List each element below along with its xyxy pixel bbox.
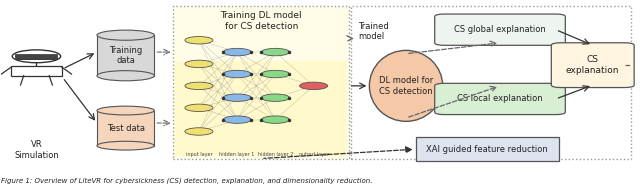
Ellipse shape — [369, 50, 443, 121]
FancyBboxPatch shape — [415, 137, 559, 161]
Text: VR
Simulation: VR Simulation — [14, 140, 59, 160]
FancyBboxPatch shape — [15, 54, 58, 59]
Circle shape — [261, 70, 289, 78]
FancyBboxPatch shape — [175, 61, 347, 156]
Text: CS local explanation: CS local explanation — [457, 94, 543, 103]
FancyBboxPatch shape — [97, 111, 154, 146]
Text: Training DL model
for CS detection: Training DL model for CS detection — [221, 11, 302, 31]
Circle shape — [261, 48, 289, 56]
FancyBboxPatch shape — [551, 43, 634, 88]
Text: CS global explanation: CS global explanation — [454, 25, 546, 34]
FancyBboxPatch shape — [11, 66, 62, 76]
Circle shape — [185, 128, 213, 135]
Text: DL model for
CS detection: DL model for CS detection — [379, 76, 433, 95]
Circle shape — [185, 104, 213, 112]
Ellipse shape — [97, 30, 154, 40]
Circle shape — [223, 70, 251, 78]
Ellipse shape — [97, 71, 154, 81]
Text: hidden layer 2: hidden layer 2 — [258, 152, 293, 157]
Text: Training
data: Training data — [109, 46, 142, 65]
Text: input layer: input layer — [186, 152, 212, 157]
Ellipse shape — [97, 141, 154, 150]
Text: Figure 1: Overview of LiteVR for cybersickness (CS) detection, explanation, and : Figure 1: Overview of LiteVR for cybersi… — [1, 177, 373, 184]
Ellipse shape — [97, 106, 154, 115]
Text: Trained
model: Trained model — [358, 22, 389, 42]
Text: hidden layer 1: hidden layer 1 — [220, 152, 255, 157]
Circle shape — [12, 50, 61, 63]
FancyBboxPatch shape — [435, 14, 565, 45]
Circle shape — [261, 116, 289, 123]
Circle shape — [223, 48, 251, 56]
Circle shape — [185, 37, 213, 44]
Circle shape — [223, 94, 251, 101]
Circle shape — [261, 94, 289, 101]
Text: output layer: output layer — [298, 152, 329, 157]
Text: CS
explanation: CS explanation — [566, 55, 620, 75]
Circle shape — [185, 82, 213, 90]
FancyBboxPatch shape — [97, 35, 154, 76]
Text: Test data: Test data — [107, 124, 145, 133]
Circle shape — [300, 82, 328, 90]
Circle shape — [185, 60, 213, 68]
FancyBboxPatch shape — [173, 6, 349, 158]
FancyBboxPatch shape — [435, 83, 565, 115]
Text: XAI guided feature reduction: XAI guided feature reduction — [426, 145, 548, 154]
Circle shape — [223, 116, 251, 123]
